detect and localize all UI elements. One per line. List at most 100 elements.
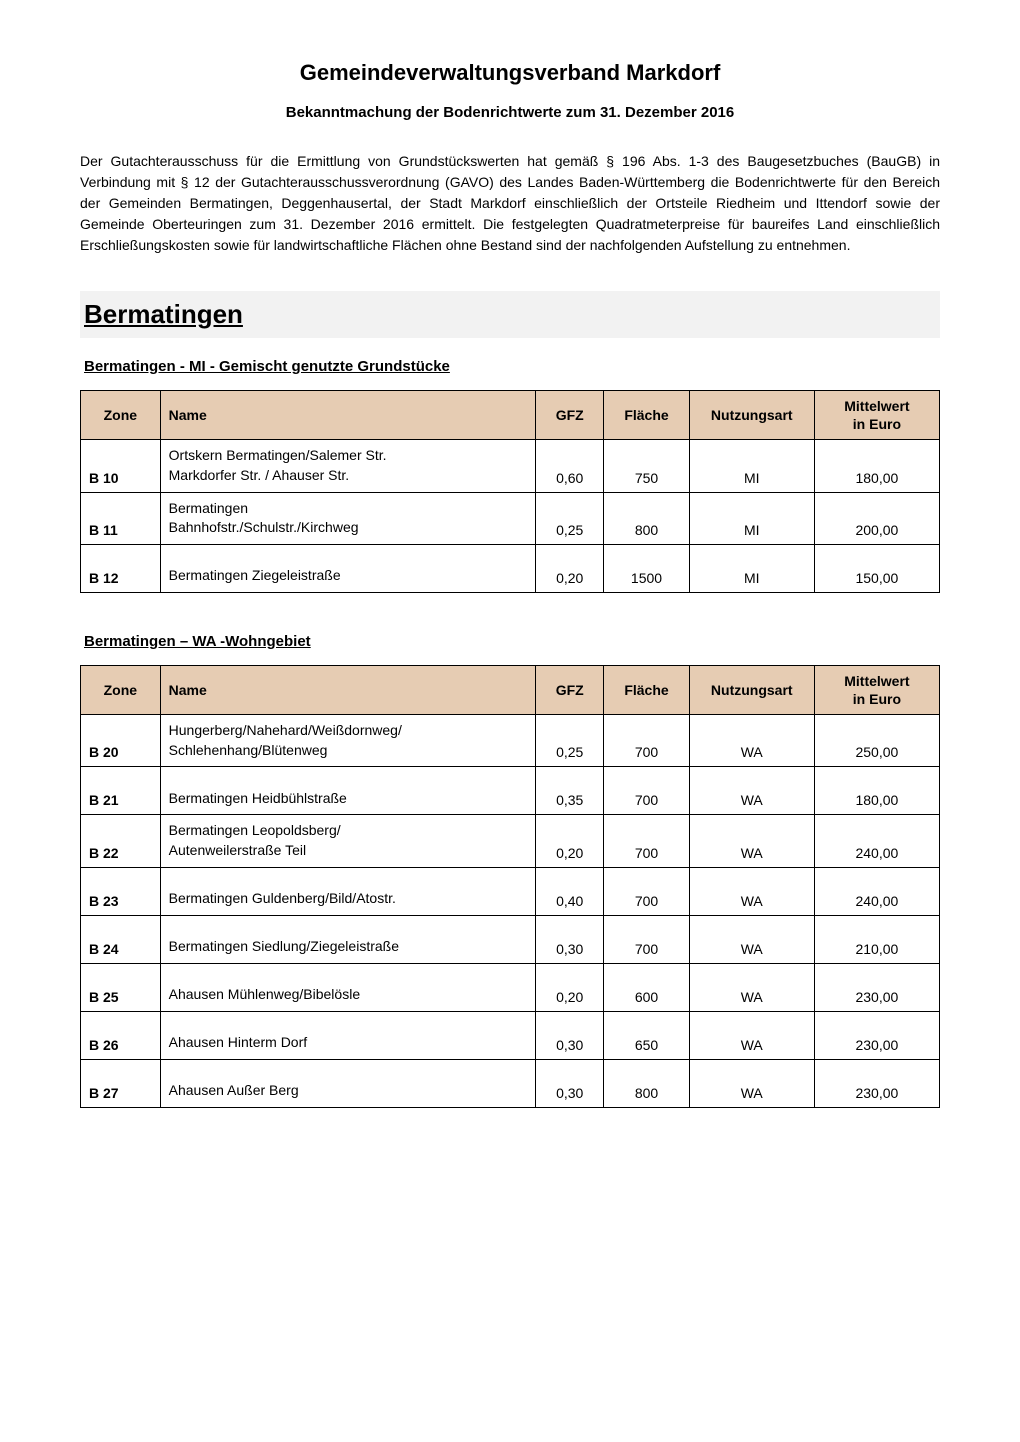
header-flaeche: Fläche [604, 665, 689, 714]
gfz-cell: 0,30 [536, 1059, 604, 1107]
nutzungsart-cell: WA [689, 1059, 814, 1107]
table-row: B 11BermatingenBahnhofstr./Schulstr./Kir… [81, 492, 940, 544]
gfz-cell: 0,20 [536, 544, 604, 592]
name-cell: Ortskern Bermatingen/Salemer Str.Markdor… [160, 440, 535, 492]
gfz-cell: 0,40 [536, 867, 604, 915]
zone-cell: B 20 [81, 715, 161, 767]
mittelwert-cell: 210,00 [814, 915, 939, 963]
table1-title: Bermatingen - MI - Gemischt genutzte Gru… [84, 358, 940, 375]
zone-cell: B 26 [81, 1011, 161, 1059]
gfz-cell: 0,20 [536, 963, 604, 1011]
header-gfz: GFZ [536, 665, 604, 714]
flaeche-cell: 700 [604, 867, 689, 915]
header-mittelwert: Mittelwertin Euro [814, 665, 939, 714]
table-row: B 26Ahausen Hinterm Dorf0,30650WA230,00 [81, 1011, 940, 1059]
flaeche-cell: 750 [604, 440, 689, 492]
table-row: B 12Bermatingen Ziegeleistraße0,201500MI… [81, 544, 940, 592]
zone-cell: B 22 [81, 815, 161, 867]
gfz-cell: 0,25 [536, 492, 604, 544]
section-banner: Bermatingen [80, 291, 940, 338]
table-mi: Zone Name GFZ Fläche Nutzungsart Mittelw… [80, 390, 940, 593]
flaeche-cell: 700 [604, 767, 689, 815]
name-cell: Ahausen Außer Berg [160, 1059, 535, 1107]
table-row: B 20Hungerberg/Nahehard/Weißdornweg/Schl… [81, 715, 940, 767]
mittelwert-cell: 230,00 [814, 963, 939, 1011]
flaeche-cell: 800 [604, 492, 689, 544]
table-row: B 21Bermatingen Heidbühlstraße0,35700WA1… [81, 767, 940, 815]
gfz-cell: 0,25 [536, 715, 604, 767]
header-gfz: GFZ [536, 391, 604, 440]
name-cell: Bermatingen Leopoldsberg/Autenweilerstra… [160, 815, 535, 867]
table-wa: Zone Name GFZ Fläche Nutzungsart Mittelw… [80, 665, 940, 1108]
flaeche-cell: 650 [604, 1011, 689, 1059]
header-flaeche: Fläche [604, 391, 689, 440]
gfz-cell: 0,30 [536, 915, 604, 963]
mittelwert-cell: 150,00 [814, 544, 939, 592]
nutzungsart-cell: MI [689, 492, 814, 544]
name-cell: Bermatingen Ziegeleistraße [160, 544, 535, 592]
header-zone: Zone [81, 391, 161, 440]
gfz-cell: 0,60 [536, 440, 604, 492]
table-header-row: Zone Name GFZ Fläche Nutzungsart Mittelw… [81, 665, 940, 714]
table-row: B 10Ortskern Bermatingen/Salemer Str.Mar… [81, 440, 940, 492]
flaeche-cell: 800 [604, 1059, 689, 1107]
section-title: Bermatingen [84, 299, 936, 330]
name-cell: BermatingenBahnhofstr./Schulstr./Kirchwe… [160, 492, 535, 544]
nutzungsart-cell: WA [689, 867, 814, 915]
nutzungsart-cell: WA [689, 715, 814, 767]
flaeche-cell: 700 [604, 715, 689, 767]
zone-cell: B 25 [81, 963, 161, 1011]
name-cell: Ahausen Mühlenweg/Bibelösle [160, 963, 535, 1011]
nutzungsart-cell: WA [689, 915, 814, 963]
table-row: B 27Ahausen Außer Berg0,30800WA230,00 [81, 1059, 940, 1107]
zone-cell: B 12 [81, 544, 161, 592]
header-nutzungsart: Nutzungsart [689, 665, 814, 714]
flaeche-cell: 600 [604, 963, 689, 1011]
nutzungsart-cell: WA [689, 1011, 814, 1059]
zone-cell: B 21 [81, 767, 161, 815]
table2-title: Bermatingen – WA -Wohngebiet [84, 633, 940, 650]
gfz-cell: 0,20 [536, 815, 604, 867]
body-paragraph: Der Gutachterausschuss für die Ermittlun… [80, 151, 940, 256]
zone-cell: B 27 [81, 1059, 161, 1107]
mittelwert-cell: 240,00 [814, 815, 939, 867]
subtitle: Bekanntmachung der Bodenrichtwerte zum 3… [80, 104, 940, 121]
mittelwert-cell: 200,00 [814, 492, 939, 544]
flaeche-cell: 1500 [604, 544, 689, 592]
nutzungsart-cell: MI [689, 440, 814, 492]
mittelwert-cell: 230,00 [814, 1059, 939, 1107]
mittelwert-cell: 180,00 [814, 440, 939, 492]
zone-cell: B 10 [81, 440, 161, 492]
header-zone: Zone [81, 665, 161, 714]
mittelwert-cell: 240,00 [814, 867, 939, 915]
name-cell: Bermatingen Siedlung/Ziegeleistraße [160, 915, 535, 963]
nutzungsart-cell: WA [689, 963, 814, 1011]
name-cell: Bermatingen Heidbühlstraße [160, 767, 535, 815]
table-header-row: Zone Name GFZ Fläche Nutzungsart Mittelw… [81, 391, 940, 440]
name-cell: Hungerberg/Nahehard/Weißdornweg/Schlehen… [160, 715, 535, 767]
table-row: B 23Bermatingen Guldenberg/Bild/Atostr.0… [81, 867, 940, 915]
zone-cell: B 11 [81, 492, 161, 544]
gfz-cell: 0,35 [536, 767, 604, 815]
flaeche-cell: 700 [604, 815, 689, 867]
mittelwert-cell: 180,00 [814, 767, 939, 815]
header-name: Name [160, 391, 535, 440]
main-title: Gemeindeverwaltungsverband Markdorf [80, 60, 940, 86]
zone-cell: B 24 [81, 915, 161, 963]
zone-cell: B 23 [81, 867, 161, 915]
table-row: B 22Bermatingen Leopoldsberg/Autenweiler… [81, 815, 940, 867]
gfz-cell: 0,30 [536, 1011, 604, 1059]
name-cell: Bermatingen Guldenberg/Bild/Atostr. [160, 867, 535, 915]
flaeche-cell: 700 [604, 915, 689, 963]
mittelwert-cell: 250,00 [814, 715, 939, 767]
nutzungsart-cell: WA [689, 767, 814, 815]
mittelwert-cell: 230,00 [814, 1011, 939, 1059]
table-row: B 24Bermatingen Siedlung/Ziegeleistraße0… [81, 915, 940, 963]
table-row: B 25Ahausen Mühlenweg/Bibelösle0,20600WA… [81, 963, 940, 1011]
header-name: Name [160, 665, 535, 714]
nutzungsart-cell: MI [689, 544, 814, 592]
header-nutzungsart: Nutzungsart [689, 391, 814, 440]
nutzungsart-cell: WA [689, 815, 814, 867]
header-mittelwert: Mittelwertin Euro [814, 391, 939, 440]
name-cell: Ahausen Hinterm Dorf [160, 1011, 535, 1059]
